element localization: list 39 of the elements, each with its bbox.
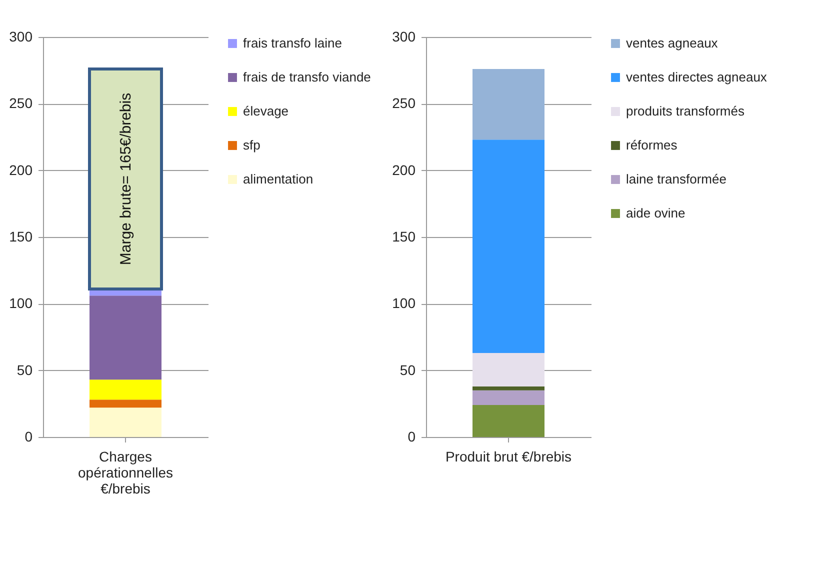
y-tick-label: 0 — [24, 428, 33, 444]
legend-label: ventes directes agneaux — [626, 70, 768, 84]
legend-label: frais de transfo viande — [243, 70, 371, 84]
bar — [90, 296, 162, 380]
legend-label: sfp — [243, 138, 260, 152]
legend-label: produits transformés — [626, 104, 745, 118]
legend-label: réformes — [626, 138, 678, 152]
legend-label: laine transformée — [626, 172, 726, 186]
y-tick-label: 300 — [9, 28, 33, 44]
annotation: Marge brute= 165€/brebis — [118, 92, 134, 266]
legend-label: aide ovine — [626, 206, 686, 220]
y-tick-label: 50 — [400, 362, 416, 378]
y-tick-label: 100 — [9, 295, 33, 312]
bar — [472, 69, 544, 140]
y-tick-label: 200 — [9, 162, 33, 178]
bar — [90, 400, 162, 408]
y-tick-label: 250 — [9, 95, 33, 112]
y-tick-label: 200 — [392, 162, 416, 178]
bar — [90, 408, 162, 437]
x-tick-label: Produit brut €/brebis — [445, 448, 572, 464]
bar — [88, 68, 163, 290]
bar — [90, 380, 162, 400]
legend-label: élevage — [243, 104, 289, 118]
legend-label: ventes agneaux — [626, 36, 718, 50]
legend-label: alimentation — [243, 172, 314, 186]
y-tick-label: 150 — [392, 228, 416, 244]
y-tick-label: 150 — [9, 228, 33, 244]
bar — [472, 386, 544, 390]
bar — [472, 405, 544, 437]
x-tick-label: Charges opérationnelles €/brebis — [78, 448, 173, 496]
y-tick-label: 0 — [408, 428, 416, 444]
y-tick-label: 50 — [16, 362, 33, 378]
y-tick-label: 300 — [392, 28, 416, 44]
bar — [472, 140, 544, 353]
bar — [472, 353, 544, 386]
y-tick-label: 100 — [392, 295, 416, 312]
bar — [472, 390, 544, 405]
y-tick-label: 250 — [392, 95, 416, 112]
legend-label: frais transfo laine — [243, 36, 342, 50]
